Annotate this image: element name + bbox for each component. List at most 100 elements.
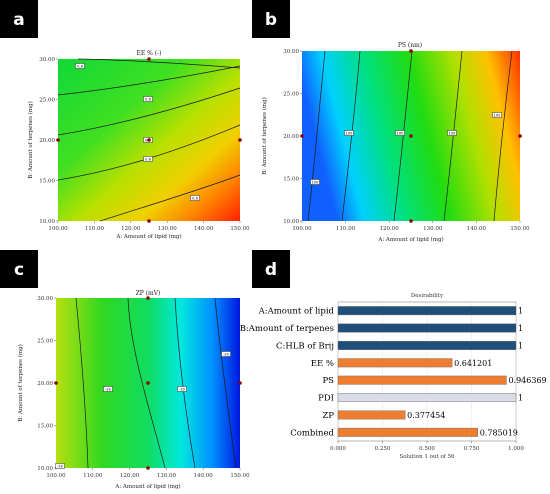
panel-a-badge: a — [13, 10, 24, 30]
design-point — [238, 138, 242, 142]
x-tick-label: 1.000 — [508, 446, 524, 452]
category-label: C:HLB of Brij — [276, 341, 334, 351]
panel-c-badge: c — [14, 260, 24, 280]
panel-a-title: EE % (-) — [137, 50, 162, 57]
panel-b-y-ticks: 10.00 15.00 20.00 25.00 30.00 — [283, 49, 302, 225]
design-point — [409, 134, 413, 138]
panel-b-x-ticks: 100.00 110.00 120.00 130.00 140.00 150.00 — [292, 221, 530, 232]
panel-c-ylabel: B: Amount of terpenes (mg) — [17, 344, 24, 422]
desirability-bar — [337, 323, 517, 333]
panel-b-contours — [307, 50, 513, 222]
contour-label-box — [103, 386, 113, 392]
x-tick-label: 110.00 — [336, 226, 356, 232]
contour-label: 100 — [312, 180, 320, 184]
x-tick-label: 150.00 — [230, 473, 250, 479]
contour-label-box — [310, 179, 320, 185]
contour-label: 0.6 — [145, 157, 151, 161]
panel-b-title: PS (nm) — [398, 42, 422, 49]
desirability-bar — [337, 358, 453, 368]
y-tick-label: 15.00 — [37, 424, 53, 430]
panel-b-contour-labels: 100 100 100 100 100 — [310, 112, 502, 185]
value-label: 0.641201 — [454, 359, 492, 368]
x-tick-label: 100.00 — [292, 226, 312, 232]
value-label: 1 — [518, 307, 523, 316]
y-tick-label: 25.00 — [283, 92, 299, 98]
panel-a-xlabel: A: Amount of lipid (mg) — [115, 233, 181, 240]
category-label: PS — [322, 376, 334, 386]
y-tick-label: 10.00 — [37, 466, 53, 472]
panel-b-contour-3 — [393, 50, 413, 222]
design-point — [147, 138, 151, 142]
y-tick-label: 25.00 — [37, 339, 53, 345]
x-tick-label: 140.00 — [467, 226, 487, 232]
contour-label: -20 — [179, 387, 186, 391]
category-label: Combined — [290, 428, 334, 438]
value-label: 0.377454 — [407, 411, 445, 420]
panel-b-xlabel: A: Amount of lipid (mg) — [377, 236, 443, 243]
panel-c: c ZP (mV) -20 -20 -20 -20 100.00 110.00 120.0… — [0, 250, 250, 490]
panel-b-ylabel: B: Amount of terpenes (mg) — [261, 97, 268, 175]
desirability-bar — [337, 427, 478, 437]
x-tick-label: 0.000 — [330, 446, 346, 452]
panel-d-x-ticks: 0.000 0.250 0.500 0.750 1.000 — [330, 441, 524, 452]
value-label: 0.785019 — [480, 428, 518, 437]
y-tick-label: 15.00 — [39, 179, 55, 185]
x-tick-label: 0.250 — [375, 446, 391, 452]
panel-d-title: Desirability — [411, 293, 444, 299]
design-point — [146, 381, 150, 385]
y-tick-label: 30.00 — [39, 57, 55, 63]
desirability-bar — [337, 340, 517, 350]
contour-label: -20 — [57, 464, 64, 468]
contour-label-box — [143, 156, 153, 162]
panel-a-design-points — [56, 57, 242, 223]
panel-b-design-points — [300, 49, 522, 223]
value-label: 1 — [518, 394, 523, 403]
contour-label-box — [447, 130, 457, 136]
panel-c-x-ticks: 100.00 110.00 120.00 130.00 140.00 150.00 — [46, 468, 250, 479]
desirability-bar — [337, 306, 517, 316]
panel-a-x-ticks: 100.00 110.00 120.00 130.00 140.00 150.00 — [48, 221, 250, 232]
category-label: EE % — [311, 359, 334, 369]
x-tick-label: 120.00 — [121, 226, 141, 232]
category-label: PDI — [318, 394, 334, 404]
y-tick-label: 10.00 — [39, 219, 55, 225]
panel-d-badge-bg — [252, 250, 290, 288]
contour-label-box — [55, 463, 65, 469]
design-point — [238, 381, 242, 385]
x-tick-label: 150.00 — [230, 226, 250, 232]
panel-b-badge-bg — [252, 0, 290, 38]
design-point — [518, 134, 522, 138]
panel-c-contour-2 — [127, 297, 166, 469]
x-tick-label: 110.00 — [83, 473, 103, 479]
value-label: 1 — [518, 341, 523, 350]
x-tick-label: 0.750 — [464, 446, 480, 452]
x-tick-label: 100.00 — [48, 226, 68, 232]
category-label: A:Amount of lipid — [258, 307, 335, 317]
x-tick-label: 110.00 — [85, 226, 105, 232]
y-tick-label: 10.00 — [283, 219, 299, 225]
panel-c-y-ticks: 10.00 15.00 20.00 25.00 30.00 — [37, 296, 56, 472]
desirability-bar — [337, 393, 517, 403]
panel-b-contour-4 — [443, 50, 463, 222]
panel-a-badge-bg — [0, 0, 38, 38]
y-tick-label: 20.00 — [283, 134, 299, 140]
panel-a-ylabel: B: Amount of terpenes (mg) — [27, 101, 34, 179]
x-tick-label: 130.00 — [158, 226, 178, 232]
panel-d-bars — [337, 306, 517, 437]
contour-label-box — [492, 112, 502, 118]
panel-c-badge-bg — [0, 250, 38, 288]
design-point — [147, 219, 151, 223]
x-tick-label: 0.500 — [419, 446, 435, 452]
panel-b-contour-5 — [493, 50, 513, 222]
contour-label: 0.6 — [192, 196, 198, 200]
y-tick-label: 15.00 — [283, 177, 299, 183]
y-tick-label: 20.00 — [37, 381, 53, 387]
panel-d-badge: d — [265, 260, 277, 280]
x-tick-label: 100.00 — [46, 473, 66, 479]
contour-label: 0.6 — [77, 64, 83, 68]
x-tick-label: 120.00 — [380, 226, 400, 232]
contour-label-box — [221, 351, 231, 357]
panel-b: b PS (nm) 100 100 100 100 100 100.00 110.00 12… — [252, 0, 530, 243]
contour-label-box — [190, 195, 200, 201]
